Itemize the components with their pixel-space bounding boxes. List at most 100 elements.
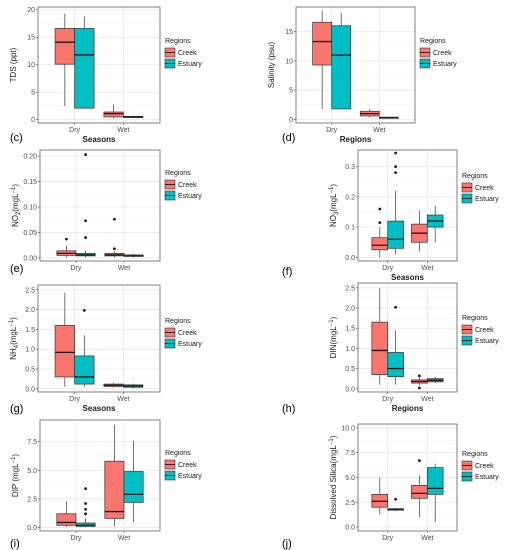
y-tick-label: 1.0 xyxy=(25,347,35,354)
plot-border xyxy=(39,149,161,262)
plot-border xyxy=(357,149,458,262)
box-estuary-wet xyxy=(123,115,144,119)
box-estuary-wet xyxy=(123,440,144,522)
plot-border xyxy=(295,6,416,124)
y-tick-label: 0.10 xyxy=(23,205,37,212)
outlier-point xyxy=(394,171,398,175)
box-body xyxy=(104,460,125,519)
panel-label-e: (e) xyxy=(10,263,23,275)
x-tick-label: Dry xyxy=(71,265,82,272)
box-creek-wet xyxy=(359,108,380,118)
outlier-point xyxy=(394,305,398,309)
y-tick-label: 2.0 xyxy=(345,306,355,313)
plot-border xyxy=(39,419,161,532)
legend-entry: Creek xyxy=(178,330,197,337)
legend-title: Regions xyxy=(165,318,191,325)
y-tick-label: 0.3 xyxy=(345,164,355,171)
y-tick-label: 0.20 xyxy=(23,154,37,161)
x-axis-label: Seasons xyxy=(391,273,424,282)
box-body xyxy=(56,513,77,526)
y-tick-label: 1.0 xyxy=(345,346,355,353)
y-tick-label: 1.5 xyxy=(345,326,355,333)
y-axis-label: Dissolved Silica(mgL−1) xyxy=(329,435,338,519)
legend-entry: Estuary xyxy=(178,61,202,68)
legend-entry: Estuary xyxy=(178,341,202,348)
y-axis-label: NO3(mgL−1) xyxy=(329,184,340,227)
legend: Regions Creek Estuary xyxy=(164,170,202,201)
chart-panel-silica: 0.0 2.5 5.0 7.5 10.0 Dry Wet Dissolved Silica(m… xyxy=(329,423,499,542)
box-creek-dry xyxy=(56,501,77,527)
panel-label-d: (d) xyxy=(282,132,295,144)
chart-panel-dip: 0.0 2.5 5.0 7.5 Dry Wet DIP (mgL−1) Regions Cree… xyxy=(11,419,202,542)
legend: Regions Creek Estuary xyxy=(164,318,202,349)
y-tick-label: 0.1 xyxy=(345,225,355,232)
y-tick-label: 5 xyxy=(31,90,35,97)
legend: Regions Creek Estuary xyxy=(164,38,202,69)
box-estuary-dry xyxy=(74,308,95,387)
box-creek-wet xyxy=(104,424,125,527)
box-estuary-wet xyxy=(426,463,444,523)
legend-title: Regions xyxy=(420,38,446,45)
y-tick-label: 0.0 xyxy=(345,255,355,262)
outlier-point xyxy=(378,221,382,224)
legend-entry: Creek xyxy=(178,182,197,189)
outlier-point xyxy=(113,217,116,221)
outlier-point xyxy=(417,386,421,390)
y-tick-label: 5.0 xyxy=(345,475,355,482)
x-tick-label: Wet xyxy=(421,535,433,542)
x-tick-label: Dry xyxy=(326,127,337,134)
box-estuary-wet xyxy=(426,376,444,384)
y-tick-label: 10.0 xyxy=(341,425,355,432)
box-estuary-dry xyxy=(331,12,352,110)
legend: Regions Creek Estuary xyxy=(461,315,499,346)
y-tick-label: 1.5 xyxy=(25,327,35,334)
legend-entry: Estuary xyxy=(178,473,202,480)
box-body xyxy=(331,25,352,110)
box-creek-dry xyxy=(56,237,77,258)
legend-entry: Estuary xyxy=(475,474,499,481)
x-tick-label: Wet xyxy=(421,265,433,272)
legend-entry: Creek xyxy=(475,185,494,192)
y-tick-label: 10 xyxy=(285,58,293,65)
y-tick-label: 20 xyxy=(27,7,35,14)
x-axis-label: Regions xyxy=(340,135,372,144)
x-tick-label: Wet xyxy=(118,265,130,272)
box-estuary-wet xyxy=(426,205,444,243)
legend-entry: Estuary xyxy=(178,193,202,200)
y-tick-label: 2.5 xyxy=(27,496,37,503)
outlier-point xyxy=(84,507,87,511)
box-estuary-dry xyxy=(387,305,404,385)
outlier-point xyxy=(84,512,87,516)
box-body xyxy=(387,220,404,249)
y-tick-label: 0.2 xyxy=(345,194,355,201)
y-tick-label: 0 xyxy=(289,117,293,124)
box-creek-wet xyxy=(103,104,124,119)
y-tick-label: 0.15 xyxy=(23,179,37,186)
y-tick-label: 0.0 xyxy=(25,386,35,393)
outlier-point xyxy=(84,236,87,239)
y-axis-label: NO2(mgL−1) xyxy=(11,184,22,227)
y-tick-label: 0.0 xyxy=(345,525,355,532)
legend-title: Regions xyxy=(165,450,191,457)
panel-label-c: (c) xyxy=(10,132,23,144)
box-body xyxy=(74,355,95,385)
panel-label-j: (j) xyxy=(282,538,292,550)
box-body xyxy=(426,467,444,495)
panel-label-i: (i) xyxy=(10,538,20,550)
box-estuary-wet xyxy=(123,253,144,258)
legend-title: Regions xyxy=(462,451,488,458)
legend: Regions Creek Estuary xyxy=(164,450,202,481)
legend-entry: Creek xyxy=(433,50,452,57)
plot-area xyxy=(40,150,160,261)
y-tick-label: 5 xyxy=(289,88,293,95)
outlier-point xyxy=(378,207,382,211)
y-tick-label: 10 xyxy=(27,62,35,69)
box-body xyxy=(371,321,389,375)
box-body xyxy=(54,325,75,378)
legend-entry: Creek xyxy=(178,50,197,57)
legend: Regions Creek Estuary xyxy=(461,451,499,482)
panel-label-h: (h) xyxy=(282,403,295,415)
